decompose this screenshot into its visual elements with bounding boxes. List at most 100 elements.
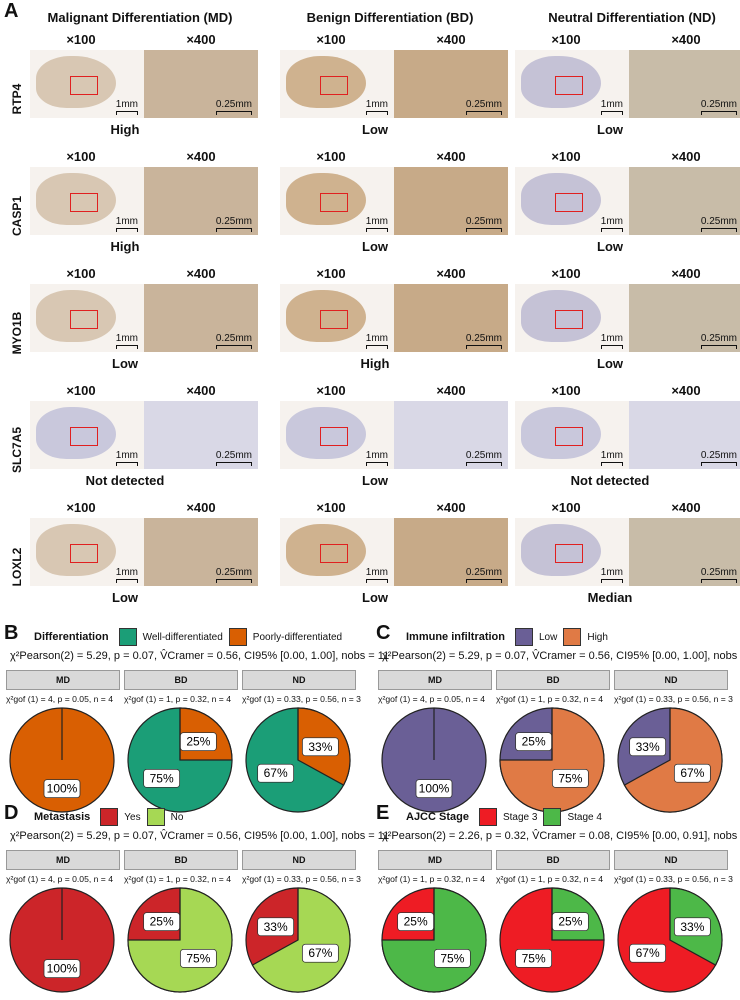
group-title-nd: Neutral Differentiation (ND) — [548, 10, 716, 25]
scale-bar-label: 0.25mm — [700, 567, 737, 578]
svg-text:75%: 75% — [440, 951, 464, 965]
histology-image-x100: 1mm — [280, 518, 394, 586]
mag-label-x100: ×100 — [316, 149, 346, 164]
pie-percent-label: 75% — [433, 948, 471, 968]
scale-bar-1mm: 1mm — [115, 216, 138, 232]
mag-label-x100: ×100 — [551, 500, 581, 515]
pie-percent-label: 33% — [301, 737, 339, 757]
legend-swatch — [146, 808, 165, 826]
scale-bar-line — [215, 579, 252, 583]
goodness-of-fit-statistic: χ²gof (1) = 1, p = 0.32, n = 4 — [124, 694, 231, 704]
region-of-interest-box — [320, 310, 348, 329]
panel-a-letter: A — [4, 0, 19, 22]
scale-bar-label: 1mm — [365, 567, 388, 578]
svg-text:67%: 67% — [308, 946, 332, 960]
panel-letter: C — [376, 622, 391, 644]
goodness-of-fit-statistic: χ²gof (1) = 1, p = 0.32, n = 4 — [496, 874, 603, 884]
goodness-of-fit-statistic: χ²gof (1) = 0.33, p = 0.56, n = 3 — [614, 694, 733, 704]
expression-level: Not detected — [570, 473, 650, 488]
gene-label: SLC7A5 — [10, 427, 24, 474]
region-of-interest-box — [70, 310, 98, 329]
svg-text:67%: 67% — [264, 766, 288, 780]
scale-bar-1mm: 1mm — [115, 99, 138, 115]
region-of-interest-box — [320, 193, 348, 212]
scale-bar-line — [365, 462, 388, 466]
scale-bar-line — [115, 579, 138, 583]
scale-bar-label: 1mm — [115, 216, 138, 227]
mag-label-x100: ×100 — [66, 500, 96, 515]
scale-bar-label: 1mm — [600, 567, 623, 578]
scale-bar-1mm: 1mm — [600, 450, 623, 466]
tissue-section — [521, 290, 601, 342]
tissue-section — [36, 173, 116, 225]
pie-chart: 75% 25% — [127, 707, 233, 813]
scale-bar-label: 1mm — [600, 99, 623, 110]
pie-chart: 75% 25% — [499, 887, 605, 993]
pie-chart: 25% 75% — [499, 707, 605, 813]
scale-bar-025mm: 0.25mm — [700, 567, 737, 583]
mag-label-x100: ×100 — [66, 266, 96, 281]
scale-bar-label: 1mm — [115, 567, 138, 578]
expression-level: Low — [362, 122, 388, 137]
scale-bar-label: 1mm — [600, 216, 623, 227]
chi-square-statistic: χ²Pearson(2) = 5.29, p = 0.07, V̂Cramer … — [10, 830, 390, 842]
scale-bar-025mm: 0.25mm — [700, 450, 737, 466]
legend-label: Poorly-differentiated — [252, 631, 343, 643]
mag-label-x100: ×100 — [316, 266, 346, 281]
goodness-of-fit-statistic: χ²gof (1) = 4, p = 0.05, n = 4 — [6, 694, 113, 704]
expression-level: High — [110, 122, 140, 137]
mag-label-x400: ×400 — [436, 32, 466, 47]
scale-bar-line — [215, 345, 252, 349]
tissue-section — [521, 407, 601, 459]
histology-image-x400: 0.25mm — [144, 401, 258, 469]
facet-header: BD — [496, 670, 610, 690]
region-of-interest-box — [70, 76, 98, 95]
goodness-of-fit-statistic: χ²gof (1) = 1, p = 0.32, n = 4 — [124, 874, 231, 884]
scale-bar-025mm: 0.25mm — [465, 216, 502, 232]
legend-title: AJCC Stage — [406, 811, 469, 823]
pie-percent-label: 75% — [515, 948, 553, 968]
region-of-interest-box — [555, 544, 583, 563]
facet-header: MD — [378, 850, 492, 870]
legend-swatch — [563, 628, 582, 646]
pie-percent-label: 25% — [551, 912, 589, 932]
histology-image-x100: 1mm — [30, 50, 144, 118]
pie-chart: 25% 75% — [381, 887, 487, 993]
goodness-of-fit-statistic: χ²gof (1) = 4, p = 0.05, n = 4 — [6, 874, 113, 884]
scale-bar-line — [465, 579, 502, 583]
scale-bar-label: 0.25mm — [465, 99, 502, 110]
svg-text:75%: 75% — [186, 951, 210, 965]
mag-label-x400: ×400 — [436, 500, 466, 515]
scale-bar-line — [215, 228, 252, 232]
legend-label: Stage 3 — [502, 811, 538, 823]
facet-header: ND — [242, 850, 356, 870]
pie-percent-label: 25% — [397, 912, 435, 932]
svg-text:33%: 33% — [308, 740, 332, 754]
goodness-of-fit-statistic: χ²gof (1) = 4, p = 0.05, n = 4 — [378, 694, 485, 704]
svg-text:75%: 75% — [558, 771, 582, 785]
mag-label-x100: ×100 — [551, 32, 581, 47]
scale-bar-025mm: 0.25mm — [465, 99, 502, 115]
scale-bar-line — [115, 345, 138, 349]
expression-level: Low — [112, 590, 138, 605]
scale-bar-025mm: 0.25mm — [215, 450, 252, 466]
pie-percent-label: 67% — [673, 763, 711, 783]
mag-label-x100: ×100 — [66, 149, 96, 164]
pie-percent-label: 25% — [143, 912, 181, 932]
scale-bar-line — [115, 228, 138, 232]
mag-label-x400: ×400 — [671, 149, 701, 164]
scale-bar-line — [365, 345, 388, 349]
mag-label-x100: ×100 — [316, 32, 346, 47]
facet-header: BD — [124, 670, 238, 690]
region-of-interest-box — [320, 427, 348, 446]
legend-swatch — [228, 628, 247, 646]
scale-bar-1mm: 1mm — [365, 567, 388, 583]
scale-bar-1mm: 1mm — [365, 333, 388, 349]
expression-level: High — [360, 356, 390, 371]
scale-bar-label: 0.25mm — [215, 450, 252, 461]
mag-label-x100: ×100 — [551, 383, 581, 398]
expression-level: High — [110, 239, 140, 254]
legend-label: Stage 4 — [567, 811, 602, 823]
expression-level: Low — [597, 356, 623, 371]
scale-bar-line — [465, 462, 502, 466]
